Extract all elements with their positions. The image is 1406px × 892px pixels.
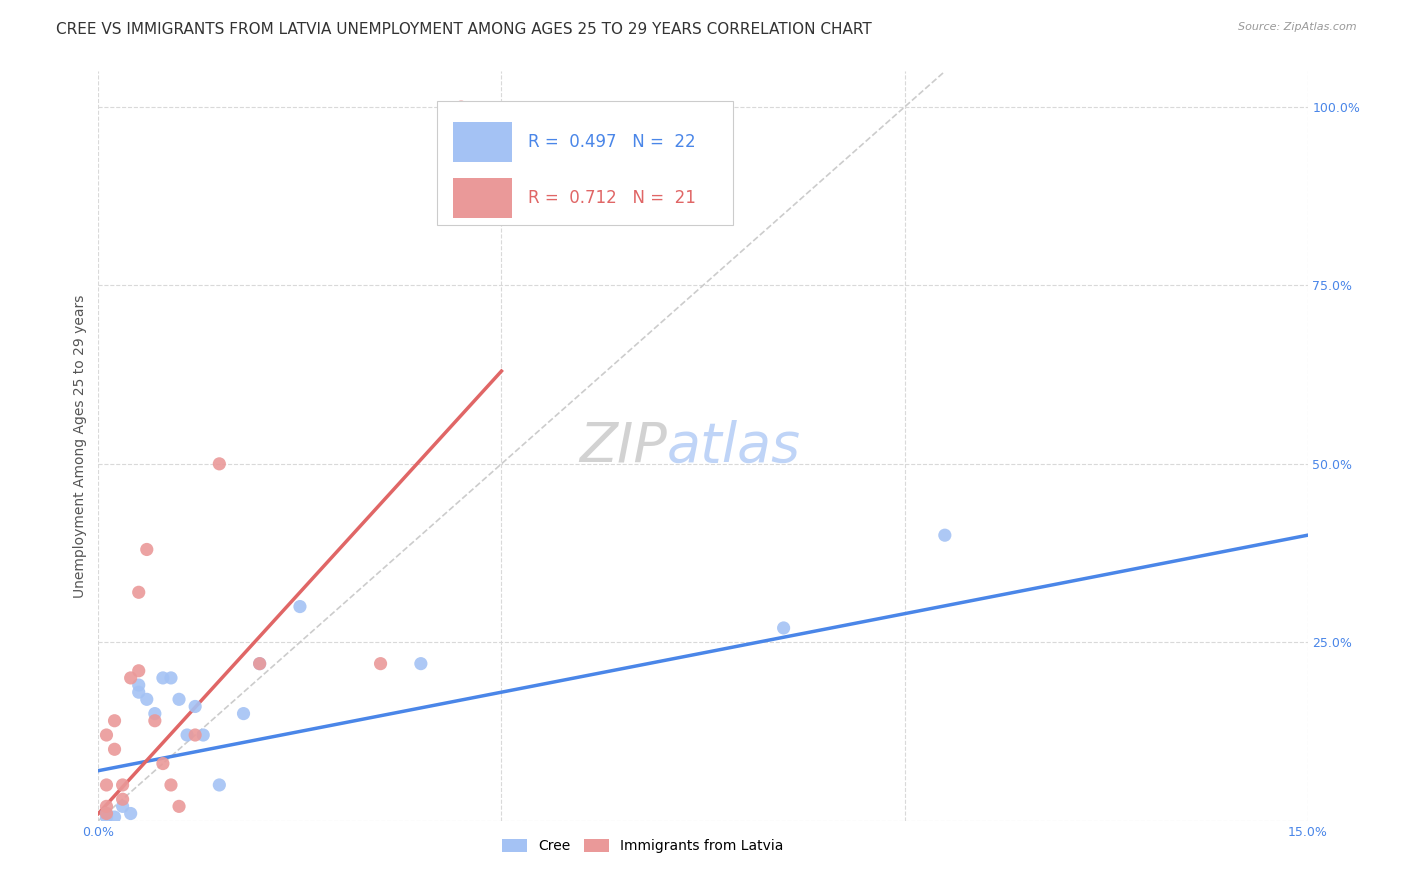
Point <box>135 692 157 706</box>
Point <box>772 621 794 635</box>
Point <box>135 542 157 557</box>
Point <box>160 671 183 685</box>
Point <box>208 457 231 471</box>
Point <box>128 685 150 699</box>
Point <box>96 799 118 814</box>
Point <box>96 806 118 821</box>
Legend: Cree, Immigrants from Latvia: Cree, Immigrants from Latvia <box>496 833 789 859</box>
Point <box>103 714 125 728</box>
FancyBboxPatch shape <box>453 178 512 219</box>
Text: atlas: atlas <box>666 419 801 473</box>
Point <box>96 778 118 792</box>
Point <box>167 799 190 814</box>
Point <box>111 799 134 814</box>
Point <box>167 692 190 706</box>
Point <box>111 792 134 806</box>
Point <box>143 714 166 728</box>
Point <box>128 678 150 692</box>
Text: R =  0.497   N =  22: R = 0.497 N = 22 <box>527 133 696 152</box>
Point <box>208 778 231 792</box>
FancyBboxPatch shape <box>437 102 734 225</box>
Point <box>96 728 118 742</box>
Point <box>103 742 125 756</box>
Point <box>934 528 956 542</box>
Text: ZIP: ZIP <box>579 419 666 473</box>
Point <box>120 671 142 685</box>
Y-axis label: Unemployment Among Ages 25 to 29 years: Unemployment Among Ages 25 to 29 years <box>73 294 87 598</box>
Point <box>176 728 198 742</box>
Text: R =  0.712   N =  21: R = 0.712 N = 21 <box>527 189 696 207</box>
Point <box>249 657 271 671</box>
Point <box>184 699 207 714</box>
Point <box>160 778 183 792</box>
Point <box>128 585 150 599</box>
Point <box>96 806 118 821</box>
FancyBboxPatch shape <box>453 122 512 162</box>
Point <box>111 778 134 792</box>
Text: CREE VS IMMIGRANTS FROM LATVIA UNEMPLOYMENT AMONG AGES 25 TO 29 YEARS CORRELATIO: CREE VS IMMIGRANTS FROM LATVIA UNEMPLOYM… <box>56 22 872 37</box>
Point <box>103 810 125 824</box>
Point <box>120 806 142 821</box>
Point <box>370 657 392 671</box>
Point <box>232 706 254 721</box>
Point <box>128 664 150 678</box>
Point <box>96 810 118 824</box>
Point <box>152 756 174 771</box>
Point <box>193 728 215 742</box>
Point <box>184 728 207 742</box>
Point <box>152 671 174 685</box>
Text: Source: ZipAtlas.com: Source: ZipAtlas.com <box>1239 22 1357 32</box>
Point <box>450 100 472 114</box>
Point <box>143 706 166 721</box>
Point <box>288 599 311 614</box>
Point <box>409 657 432 671</box>
Point <box>249 657 271 671</box>
